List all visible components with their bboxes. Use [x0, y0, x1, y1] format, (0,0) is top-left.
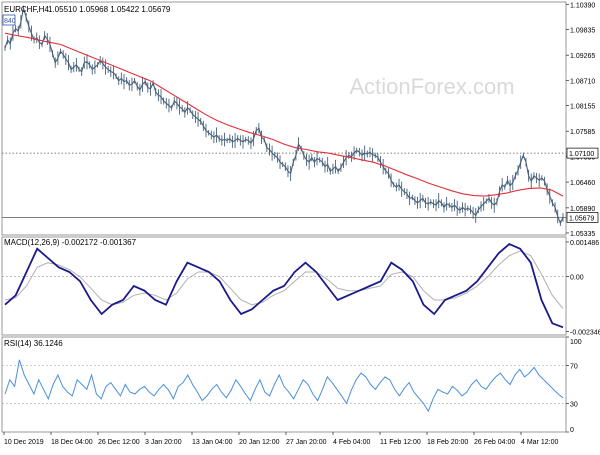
price-tick-label: 1.10390	[570, 2, 595, 9]
symbol-tag-frame	[2, 14, 16, 26]
rsi-panel-frame	[1, 336, 567, 433]
time-tick-label: 20 Jan 12:00	[239, 439, 280, 446]
macd-plot	[4, 242, 564, 329]
time-tick-label: 3 Jan 20:00	[145, 439, 182, 446]
price-tick-label: 1.08155	[570, 103, 595, 110]
symbol-tag: 840	[4, 18, 16, 25]
price-axis: 1.10390 1.09835 1.09265 1.08710 1.08155 1.075…	[566, 2, 599, 238]
price-level-label: 1.05679	[569, 215, 594, 222]
time-tick-label: 11 Feb 12:00	[380, 439, 421, 446]
time-tick-label: 4 Mar 12:00	[521, 439, 558, 446]
rsi-tick-label: 30	[570, 402, 578, 409]
rsi-title: RSI(14) 36.1246	[4, 339, 63, 348]
time-axis: 10 Dec 2019 18 Dec 04:00 26 Dec 12:00 3 Jan…	[3, 432, 558, 446]
price-tick-label: 1.09835	[570, 27, 595, 34]
price-level-box	[566, 212, 599, 223]
rsi-tick-label: 100	[570, 339, 582, 346]
macd-signal-line	[4, 250, 564, 309]
moving-average-line	[4, 32, 564, 197]
watermark: ActionForex.com	[349, 74, 514, 99]
rsi-plot	[4, 359, 564, 413]
time-tick-label: 18 Dec 04:00	[51, 439, 93, 446]
macd-tick-label: 0.001486	[570, 240, 599, 247]
rsi-reference-lines	[2, 365, 566, 404]
price-panel-frame	[1, 1, 567, 236]
panel-frames	[1, 1, 567, 433]
price-reference-lines	[2, 152, 566, 218]
macd-axis: 0.001486 0.00 -0.002346	[566, 240, 600, 336]
price-line	[4, 8, 564, 225]
price-tick-label: 1.06460	[570, 180, 595, 187]
rsi-tick-label: 70	[570, 364, 578, 371]
price-plot	[4, 5, 564, 226]
time-tick-label: 26 Dec 12:00	[98, 439, 140, 446]
time-tick-label: 18 Feb 20:00	[427, 439, 468, 446]
macd-line	[4, 242, 564, 329]
time-tick-label: 10 Dec 2019	[4, 439, 44, 446]
price-tick-label: 1.08710	[570, 78, 595, 85]
price-tick-label: 1.07585	[570, 129, 595, 136]
price-level-box	[566, 147, 599, 159]
rsi-axis: 100 70 30 0	[566, 336, 582, 434]
macd-tick-label: -0.002346	[570, 329, 600, 336]
time-tick-label: 27 Jan 20:00	[286, 439, 327, 446]
time-tick-label: 13 Jan 04:00	[192, 439, 233, 446]
time-tick-label: 4 Feb 04:00	[333, 439, 370, 446]
price-tick-label: 1.05335	[570, 231, 595, 238]
time-tick-label: 26 Feb 04:00	[474, 439, 515, 446]
rsi-line	[4, 359, 564, 413]
price-tick-label: 1.09265	[570, 53, 595, 60]
chart-ohlc: 1.05510 1.05968 1.05422 1.05679	[48, 5, 171, 14]
chart-symbol: EURCHF,H4	[4, 5, 49, 14]
macd-tick-label: 0.00	[570, 275, 584, 282]
price-tick-label: 1.05890	[570, 206, 595, 213]
macd-panel-frame	[1, 236, 567, 336]
macd-title: MACD(12,26,9) -0.002172 -0.001367	[4, 238, 137, 247]
rsi-tick-label: 0	[570, 427, 574, 434]
price-level-label: 1.07100	[569, 151, 594, 158]
